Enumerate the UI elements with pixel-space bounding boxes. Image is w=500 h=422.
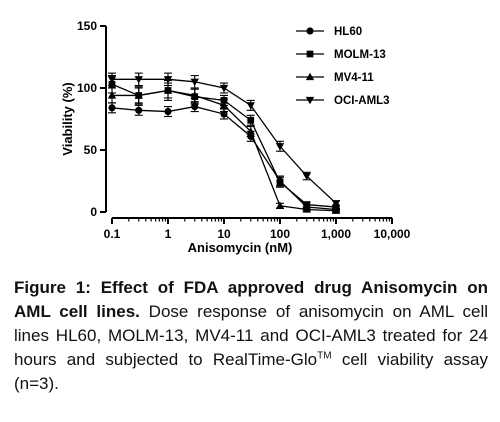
caption-body: Dose response of anisomycin on AML cell … xyxy=(14,302,489,369)
data-point xyxy=(164,107,172,116)
data-point xyxy=(303,201,311,208)
data-point xyxy=(134,76,143,84)
legend-label: OCI-AML3 xyxy=(334,95,390,107)
x-tick-label: 1 xyxy=(165,227,172,241)
legend-label: MV4-11 xyxy=(334,72,374,84)
data-point xyxy=(275,201,285,209)
chart-legend: HL60 MOLM-13 MV4-11 OCI-AML3 xyxy=(296,26,390,107)
series-mv4-11 xyxy=(107,82,341,214)
legend-entry: OCI-AML3 xyxy=(296,95,390,107)
legend-entry: HL60 xyxy=(296,26,362,38)
data-point xyxy=(302,205,311,213)
legend-entry: MOLM-13 xyxy=(296,49,386,61)
legend-entry: MV4-11 xyxy=(296,72,374,84)
legend-marker xyxy=(306,27,314,35)
x-tick-label: 10,000 xyxy=(374,227,411,241)
caption-body-end: cell viability assay (n=3). xyxy=(14,350,488,393)
y-axis-title: Viability (%) xyxy=(60,82,75,155)
data-point xyxy=(246,127,255,135)
x-tick-label: 0.1 xyxy=(104,227,121,241)
x-axis-title: Anisomycin (nM) xyxy=(188,240,293,255)
data-point xyxy=(247,116,255,124)
y-tick-label: 150 xyxy=(77,19,97,33)
data-point xyxy=(190,91,199,99)
y-tick-label: 0 xyxy=(90,205,97,219)
data-point xyxy=(302,172,311,181)
data-point xyxy=(275,143,285,151)
caption-title: Figure 1: Effect of FDA approved drug An… xyxy=(14,278,488,321)
chart-marks xyxy=(107,72,341,214)
caption-superscript: TM xyxy=(317,350,332,362)
series-oci-aml3 xyxy=(107,72,341,208)
data-point xyxy=(134,91,143,99)
legend-marker xyxy=(306,50,314,58)
data-point xyxy=(108,104,116,112)
legend-marker xyxy=(305,96,315,105)
data-point xyxy=(220,110,228,118)
data-point xyxy=(190,78,199,86)
data-point xyxy=(331,206,341,214)
data-point xyxy=(246,102,255,110)
y-tick-label: 50 xyxy=(84,143,98,157)
data-point xyxy=(107,91,117,99)
data-point xyxy=(219,101,229,109)
data-point xyxy=(276,178,284,186)
y-tick-label: 100 xyxy=(77,81,97,95)
x-tick-label: 100 xyxy=(270,227,290,241)
data-point xyxy=(163,86,173,94)
data-point xyxy=(191,103,199,111)
x-tick-label: 10 xyxy=(217,227,231,241)
data-point xyxy=(163,76,173,84)
chart-axes: 0 50 100 150 0.1 1 10 100 1,000 10,000 Anisomycin … xyxy=(60,19,411,255)
data-point xyxy=(107,76,117,84)
data-point xyxy=(331,200,341,208)
data-point xyxy=(219,84,229,93)
dose-response-chart: 0 50 100 150 0.1 1 10 100 1,000 10,000 Anisomycin … xyxy=(60,19,411,255)
legend-label: MOLM-13 xyxy=(334,49,386,61)
legend-label: HL60 xyxy=(334,26,362,38)
x-tick-label: 1,000 xyxy=(321,227,351,241)
series-hl60 xyxy=(108,101,340,214)
series-molm-13 xyxy=(108,75,340,211)
figure-caption: Figure 1: Effect of FDA approved drug An… xyxy=(14,276,488,396)
data-point xyxy=(135,106,143,114)
series-line xyxy=(111,105,337,211)
legend-marker xyxy=(305,72,315,81)
